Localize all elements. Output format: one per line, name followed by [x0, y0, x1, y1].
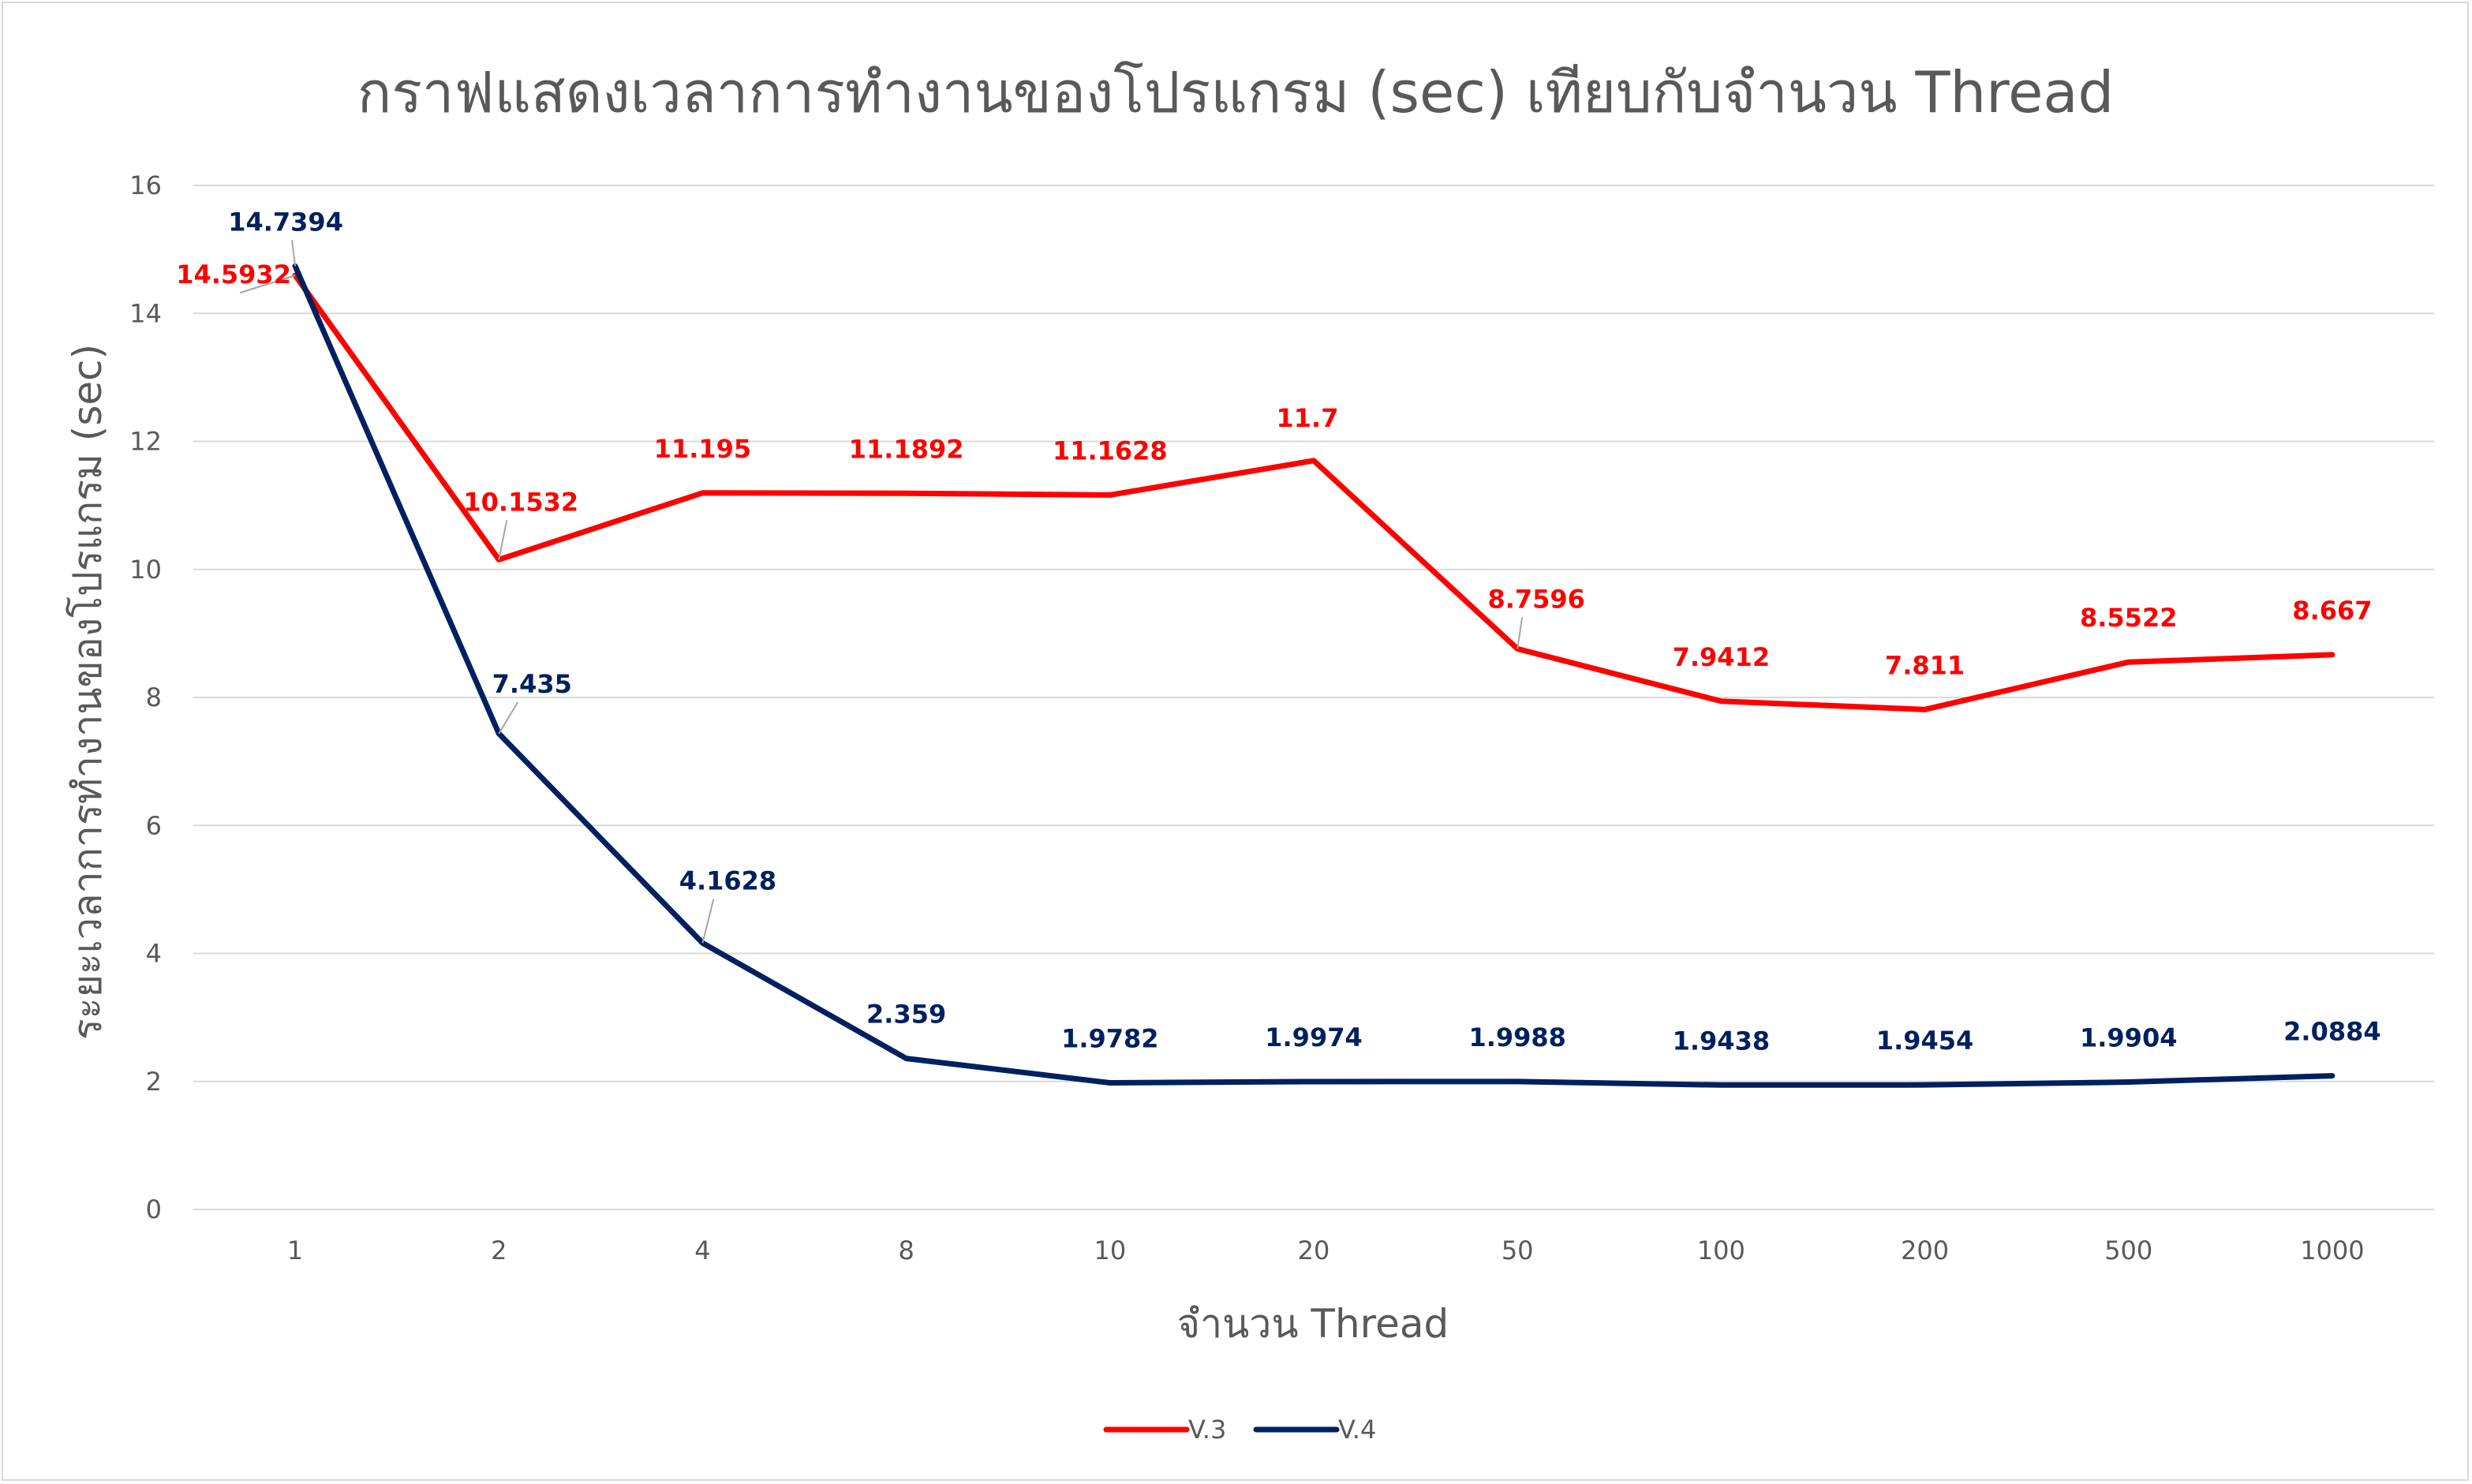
data-label-V.4: 1.9988 — [1468, 1022, 1565, 1052]
x-tick-label: 10 — [1094, 1235, 1126, 1265]
data-label-V.4: 2.359 — [866, 1000, 946, 1030]
data-label-V.3: 14.5932 — [176, 260, 291, 290]
x-tick-label: 1 — [287, 1235, 303, 1265]
x-tick-label: 50 — [1502, 1235, 1534, 1265]
data-label-V.3: 10.1532 — [463, 487, 578, 517]
series-line-V.3 — [292, 272, 2335, 712]
y-tick-label: 14 — [129, 298, 162, 328]
data-labels: 14.5932 10.1532 11.195 11.1892 11.1628 11.7 8.… — [176, 207, 2380, 1056]
x-axis-ticks: 1 2 4 8 10 20 50 100 200 500 1000 — [287, 1235, 2365, 1265]
x-tick-label: 200 — [1901, 1235, 1949, 1265]
data-label-V.4: 1.9438 — [1673, 1026, 1770, 1056]
y-tick-label: 0 — [146, 1194, 162, 1224]
leader-line — [291, 240, 297, 267]
data-label-V.4: 1.9782 — [1061, 1024, 1158, 1054]
data-label-V.4: 2.0884 — [2283, 1017, 2380, 1047]
y-tick-label: 6 — [146, 810, 162, 840]
y-axis-ticks: 0 2 4 6 8 10 12 14 16 — [129, 170, 162, 1224]
leader-line — [1516, 617, 1524, 649]
series-lines — [292, 263, 2335, 1088]
y-tick-label: 16 — [129, 170, 162, 200]
data-label-V.3: 11.7 — [1277, 403, 1339, 433]
leader-line — [498, 520, 508, 560]
y-tick-label: 4 — [146, 939, 162, 969]
data-label-V.4: 14.7394 — [228, 207, 343, 237]
x-tick-label: 4 — [694, 1235, 710, 1265]
legend: V.3 V.4 — [1103, 1415, 1376, 1445]
x-axis-title: จำนวน Thread — [1177, 1301, 1449, 1347]
x-tick-label: 100 — [1697, 1235, 1745, 1265]
x-tick-label: 20 — [1298, 1235, 1330, 1265]
x-tick-label: 8 — [898, 1235, 914, 1265]
chart-title: กราฟแสดงเวลาการทำงานของโปรแกรม (sec) เที… — [357, 59, 2114, 125]
data-label-V.3: 11.1892 — [849, 434, 964, 464]
y-tick-label: 12 — [129, 427, 162, 457]
data-label-V.4: 1.9904 — [2080, 1023, 2177, 1053]
data-label-V.4: 1.9454 — [1876, 1026, 1973, 1056]
data-label-V.4: 4.1628 — [679, 865, 776, 895]
data-label-V.3: 11.195 — [654, 434, 751, 464]
data-label-V.3: 8.667 — [2292, 596, 2372, 626]
data-label-V.3: 7.811 — [1885, 650, 1965, 680]
legend-label-V.4: V.4 — [1338, 1415, 1376, 1445]
data-label-V.3: 11.1628 — [1053, 435, 1168, 465]
x-tick-label: 1000 — [2300, 1235, 2364, 1265]
y-axis-title: ระยะเวลาการทำงานของโปรแกรม (sec) — [65, 344, 110, 1040]
data-label-V.4: 7.435 — [492, 669, 572, 699]
leader-line — [498, 701, 519, 735]
series-line-V.4 — [292, 263, 2335, 1088]
data-label-V.3: 8.7596 — [1487, 584, 1584, 614]
data-label-V.4: 1.9974 — [1265, 1022, 1362, 1052]
legend-label-V.3: V.3 — [1188, 1415, 1226, 1445]
x-tick-label: 2 — [491, 1235, 507, 1265]
y-tick-label: 10 — [129, 555, 162, 585]
leader-line — [701, 899, 715, 944]
y-tick-label: 8 — [146, 682, 162, 712]
data-label-V.3: 8.5522 — [2080, 603, 2177, 633]
data-label-V.3: 7.9412 — [1673, 642, 1770, 672]
y-tick-label: 2 — [146, 1067, 162, 1097]
x-tick-label: 500 — [2104, 1235, 2152, 1265]
leader-line — [239, 275, 296, 294]
